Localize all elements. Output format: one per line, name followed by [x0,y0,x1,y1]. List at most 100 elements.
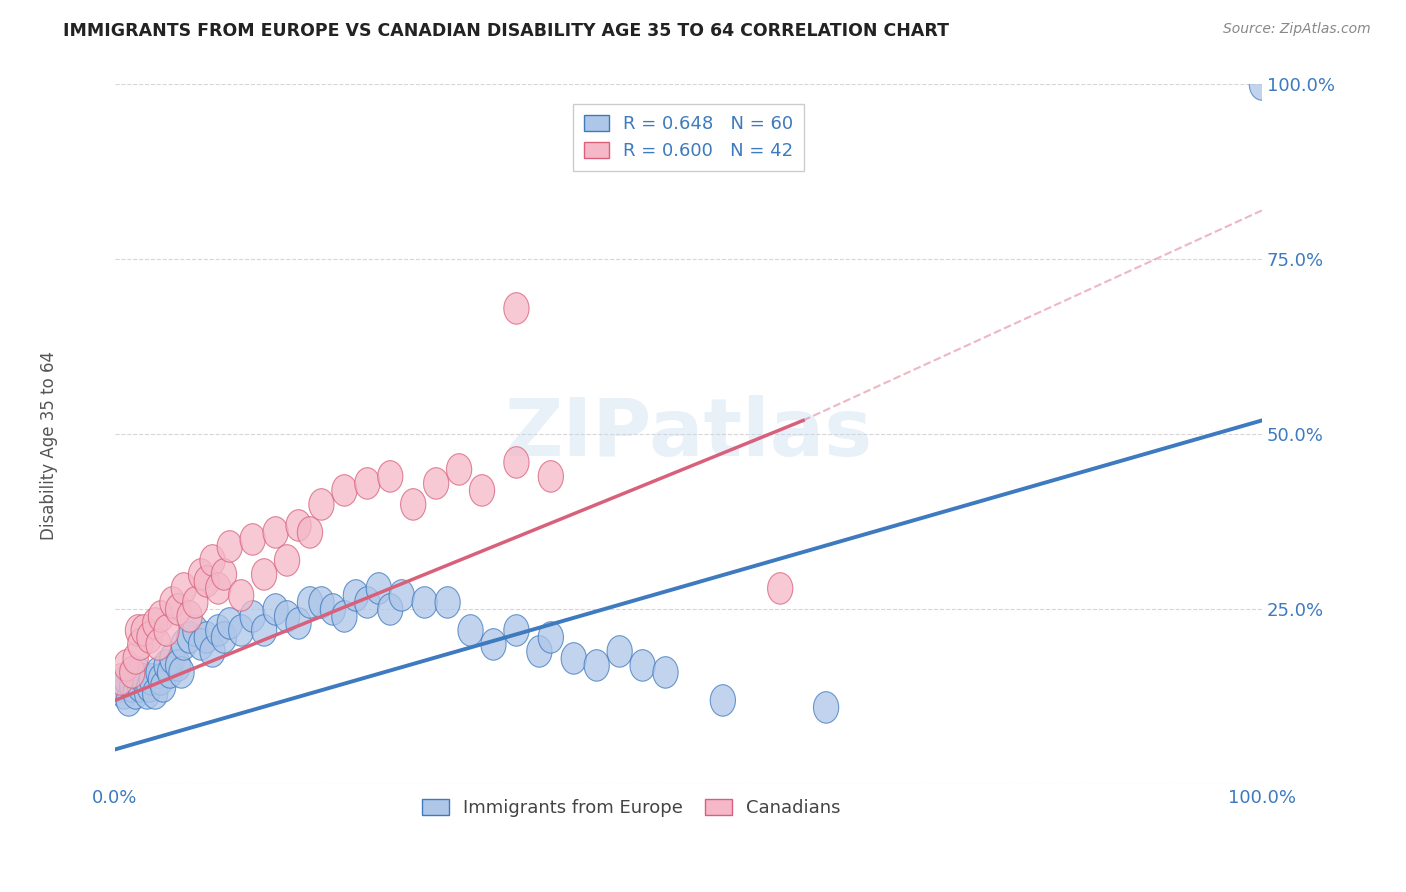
Ellipse shape [298,587,322,618]
Ellipse shape [150,671,176,702]
Ellipse shape [155,615,179,646]
Ellipse shape [252,558,277,591]
Ellipse shape [135,678,160,709]
Ellipse shape [240,600,266,632]
Ellipse shape [108,664,134,695]
Text: IMMIGRANTS FROM EUROPE VS CANADIAN DISABILITY AGE 35 TO 64 CORRELATION CHART: IMMIGRANTS FROM EUROPE VS CANADIAN DISAB… [63,22,949,40]
Ellipse shape [183,615,208,646]
Ellipse shape [157,657,183,689]
Ellipse shape [177,600,202,632]
Ellipse shape [527,636,553,667]
Ellipse shape [183,587,208,618]
Ellipse shape [128,671,153,702]
Ellipse shape [194,622,219,653]
Ellipse shape [120,657,145,689]
Ellipse shape [630,649,655,681]
Ellipse shape [205,615,231,646]
Ellipse shape [136,622,162,653]
Ellipse shape [561,642,586,674]
Ellipse shape [652,657,678,689]
Text: Disability Age 35 to 64: Disability Age 35 to 64 [41,351,58,541]
Ellipse shape [229,615,254,646]
Legend: Immigrants from Europe, Canadians: Immigrants from Europe, Canadians [415,792,848,824]
Ellipse shape [211,558,236,591]
Ellipse shape [188,629,214,660]
Ellipse shape [217,607,242,640]
Ellipse shape [503,447,529,478]
Ellipse shape [470,475,495,506]
Ellipse shape [211,622,236,653]
Ellipse shape [142,607,167,640]
Ellipse shape [458,615,484,646]
Ellipse shape [200,636,225,667]
Ellipse shape [481,629,506,660]
Ellipse shape [332,600,357,632]
Ellipse shape [108,671,134,702]
Ellipse shape [200,545,225,576]
Ellipse shape [378,594,404,625]
Text: ZIPatlas: ZIPatlas [505,395,873,474]
Ellipse shape [172,573,197,604]
Ellipse shape [188,558,214,591]
Ellipse shape [240,524,266,555]
Ellipse shape [263,516,288,549]
Ellipse shape [125,657,150,689]
Ellipse shape [177,622,202,653]
Ellipse shape [125,615,150,646]
Ellipse shape [131,664,156,695]
Ellipse shape [114,649,139,681]
Ellipse shape [217,531,242,562]
Ellipse shape [274,600,299,632]
Ellipse shape [142,678,167,709]
Ellipse shape [354,587,380,618]
Ellipse shape [166,594,191,625]
Ellipse shape [114,664,139,695]
Ellipse shape [607,636,633,667]
Ellipse shape [136,671,162,702]
Ellipse shape [434,587,460,618]
Ellipse shape [389,580,415,611]
Ellipse shape [131,615,156,646]
Ellipse shape [538,460,564,492]
Ellipse shape [252,615,277,646]
Ellipse shape [538,622,564,653]
Ellipse shape [583,649,609,681]
Ellipse shape [146,657,172,689]
Ellipse shape [155,649,179,681]
Ellipse shape [298,516,322,549]
Ellipse shape [169,657,194,689]
Ellipse shape [710,685,735,716]
Ellipse shape [321,594,346,625]
Ellipse shape [423,467,449,500]
Ellipse shape [332,475,357,506]
Ellipse shape [263,594,288,625]
Ellipse shape [366,573,391,604]
Ellipse shape [354,467,380,500]
Ellipse shape [309,489,335,520]
Ellipse shape [117,685,142,716]
Ellipse shape [343,580,368,611]
Ellipse shape [503,615,529,646]
Ellipse shape [128,629,153,660]
Ellipse shape [285,607,311,640]
Ellipse shape [166,649,191,681]
Ellipse shape [148,600,173,632]
Ellipse shape [111,678,136,709]
Ellipse shape [285,509,311,541]
Ellipse shape [124,678,148,709]
Ellipse shape [814,691,839,723]
Ellipse shape [120,671,145,702]
Text: Source: ZipAtlas.com: Source: ZipAtlas.com [1223,22,1371,37]
Ellipse shape [1250,69,1274,100]
Ellipse shape [447,454,471,485]
Ellipse shape [124,642,148,674]
Ellipse shape [401,489,426,520]
Ellipse shape [146,629,172,660]
Ellipse shape [412,587,437,618]
Ellipse shape [148,664,173,695]
Ellipse shape [378,460,404,492]
Ellipse shape [160,642,186,674]
Ellipse shape [309,587,335,618]
Ellipse shape [205,573,231,604]
Ellipse shape [229,580,254,611]
